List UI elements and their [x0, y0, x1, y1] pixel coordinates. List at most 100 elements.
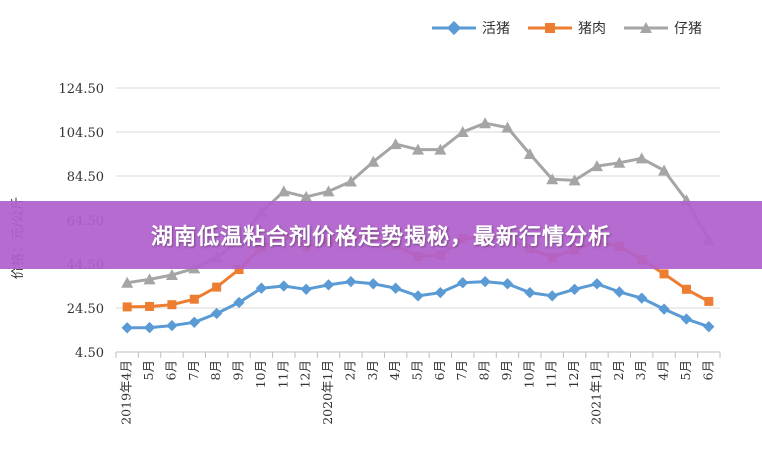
legend-swatch-pork	[528, 23, 572, 33]
data-point	[367, 278, 379, 290]
x-tick-label: 3月	[365, 360, 380, 380]
x-tick-label: 9月	[499, 360, 514, 380]
x-tick-label: 2月	[611, 360, 626, 380]
data-point	[167, 300, 177, 310]
data-point	[412, 290, 424, 302]
x-tick-label: 4月	[656, 360, 671, 380]
data-point	[568, 174, 581, 186]
data-point	[233, 296, 245, 309]
banner-title: 湖南低温粘合剂价格走势揭秘，最新行情分析	[150, 225, 611, 250]
x-tick-label: 10月	[253, 360, 268, 388]
x-tick-label: 2019年4月	[119, 360, 134, 425]
data-point	[300, 190, 313, 202]
y-tick-label: 124.50	[59, 82, 105, 97]
data-point	[412, 143, 424, 155]
data-point	[434, 286, 447, 299]
x-tick-label: 5月	[141, 360, 156, 380]
y-tick-label: 24.50	[67, 302, 104, 317]
data-point	[658, 164, 671, 176]
data-point	[659, 269, 669, 279]
data-point	[189, 294, 199, 304]
data-point	[456, 126, 469, 137]
data-point	[143, 321, 156, 334]
data-point	[322, 279, 335, 291]
x-tick-label: 4月	[387, 360, 402, 380]
x-tick-label: 12月	[566, 360, 581, 388]
data-point	[703, 321, 715, 333]
x-tick-label: 2021年1月	[588, 360, 603, 425]
legend-item-pork: 猪肉	[528, 18, 606, 38]
x-tick-label: 11月	[544, 360, 559, 388]
data-point	[635, 152, 648, 164]
y-tick-label: 84.50	[67, 170, 104, 185]
data-point	[166, 319, 178, 332]
x-tick-label: 2月	[342, 360, 357, 380]
data-point	[121, 276, 134, 288]
data-point	[143, 273, 156, 285]
data-point	[122, 302, 132, 312]
data-point	[590, 160, 603, 172]
data-point	[681, 284, 691, 294]
axes	[115, 351, 721, 358]
data-point	[523, 148, 536, 159]
data-point	[501, 278, 514, 290]
x-tick-label: 11月	[275, 360, 290, 388]
x-tick-label: 9月	[231, 360, 246, 380]
data-point	[212, 282, 222, 292]
data-point	[300, 283, 312, 295]
data-point	[546, 173, 559, 185]
data-point	[121, 322, 133, 334]
legend-item-live-pig: 活猪	[432, 18, 510, 38]
data-point	[165, 269, 178, 280]
x-tick-label: 5月	[678, 360, 693, 380]
data-point	[636, 292, 648, 304]
title-banner: 湖南低温粘合剂价格走势揭秘，最新行情分析	[0, 201, 762, 269]
x-tick-label: 12月	[298, 360, 313, 388]
x-tick-label: 2020年1月	[320, 360, 335, 425]
chart-legend: 活猪 猪肉 仔猪	[432, 18, 702, 38]
data-point	[546, 290, 558, 302]
data-point	[658, 303, 670, 315]
legend-item-piglet: 仔猪	[624, 18, 702, 38]
data-point	[501, 121, 514, 133]
data-point	[211, 307, 223, 320]
data-point	[613, 156, 626, 168]
data-point	[389, 138, 402, 150]
data-point	[234, 265, 244, 274]
data-point	[479, 275, 491, 288]
x-tick-label: 6月	[432, 360, 447, 380]
data-point	[568, 283, 581, 295]
legend-label-piglet: 仔猪	[674, 21, 702, 37]
data-point	[591, 278, 603, 290]
data-point	[704, 296, 714, 306]
data-point	[367, 155, 380, 167]
x-tick-label: 8月	[208, 360, 223, 380]
data-point	[278, 280, 290, 292]
legend-label-pork: 猪肉	[578, 21, 606, 37]
data-point	[344, 175, 357, 187]
grid-lines	[116, 87, 720, 309]
data-point	[345, 275, 357, 288]
legend-label-live-pig: 活猪	[482, 21, 510, 37]
x-tick-label: 6月	[163, 360, 178, 380]
data-point	[145, 301, 155, 311]
data-point	[524, 286, 536, 299]
x-tick-label: 7月	[186, 360, 201, 380]
legend-swatch-piglet	[624, 22, 668, 33]
data-point	[613, 286, 625, 298]
x-tick-label: 7月	[454, 360, 469, 380]
legend-swatch-live-pig	[432, 21, 476, 35]
x-tick-label: 6月	[700, 360, 715, 380]
y-tick-label: 104.50	[59, 126, 105, 141]
x-tick-label: 3月	[633, 360, 648, 380]
data-point	[479, 117, 492, 129]
data-point	[434, 143, 447, 155]
x-tick-label: 10月	[521, 360, 536, 388]
data-point	[322, 185, 335, 197]
data-point	[680, 313, 693, 325]
data-point	[255, 282, 268, 294]
data-point	[188, 316, 200, 328]
data-point	[457, 277, 469, 289]
data-point	[389, 282, 402, 294]
